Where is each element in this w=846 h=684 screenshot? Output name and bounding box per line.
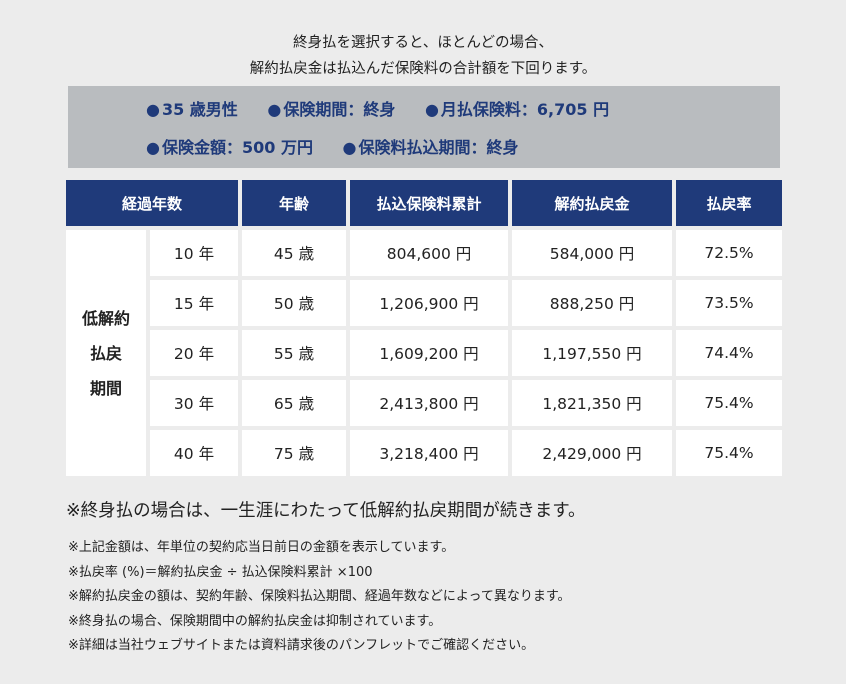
cell-years: 40 年 [150, 430, 238, 476]
intro-line-1: 終身払を選択すると、ほとんどの場合、 [293, 35, 553, 51]
header-years: 経過年数 [66, 180, 238, 226]
header-paid-total: 払込保険料累計 [350, 180, 508, 226]
cell-paid: 804,600 円 [350, 230, 508, 276]
note-item: ※上記金額は、年単位の契約応当日前日の金額を表示しています。 [68, 540, 455, 555]
note-item: ※詳細は当社ウェブサイトまたは資料請求後のパンフレットでご確認ください。 [68, 638, 535, 653]
side-label-line: 払戻 [89, 343, 122, 363]
footnote-main: ※終身払の場合は、一生涯にわたって低解約払戻期間が続きます。 [66, 501, 586, 521]
cell-refund: 1,197,550 円 [512, 330, 672, 376]
side-label-line: 低解約 [81, 308, 130, 328]
bullet-icon: ● [146, 138, 160, 157]
cell-age: 45 歳 [242, 230, 346, 276]
cell-refund: 584,000 円 [512, 230, 672, 276]
note-item: ※解約払戻金の額は、契約年齢、保険料払込期間、経過年数などによって異なります。 [68, 589, 571, 604]
header-rate: 払戻率 [676, 180, 782, 226]
condition-item: ● 保険金額：500 万円 [146, 138, 313, 157]
cell-years: 15 年 [150, 280, 238, 326]
cell-rate: 75.4% [676, 380, 782, 426]
notes-list: ※上記金額は、年単位の契約応当日前日の金額を表示しています。 ※払戻率 (%)＝… [68, 536, 571, 659]
cell-rate: 73.5% [676, 280, 782, 326]
bullet-icon: ● [267, 100, 282, 119]
cell-paid: 1,609,200 円 [350, 330, 508, 376]
cell-years: 30 年 [150, 380, 238, 426]
cell-rate: 72.5% [676, 230, 782, 276]
header-refund: 解約払戻金 [512, 180, 672, 226]
condition-item: ● 保険期間：終身 [267, 100, 396, 119]
cell-refund: 2,429,000 円 [512, 430, 672, 476]
cell-rate: 74.4% [676, 330, 782, 376]
conditions-row-2: ● 保険金額：500 万円 ● 保険料払込期間：終身 [146, 134, 543, 158]
note-item: ※終身払の場合、保険期間中の解約払戻金は抑制されています。 [68, 613, 442, 629]
header-age: 年齢 [242, 180, 346, 226]
condition-item: ● 35 歳男性 [146, 100, 238, 119]
cell-age: 65 歳 [242, 380, 346, 426]
bullet-icon: ● [146, 100, 160, 119]
cell-paid: 3,218,400 円 [350, 430, 508, 476]
note-item: ※払戻率 (%)＝解約払戻金 ÷ 払込保険料累計 ×100 [68, 564, 373, 580]
cell-paid: 2,413,800 円 [350, 380, 508, 426]
condition-item: ● 月払保険料：6,705 円 [424, 100, 610, 119]
cell-age: 50 歳 [242, 280, 346, 326]
bullet-icon: ● [424, 100, 439, 119]
side-label-line: 期間 [89, 378, 122, 398]
intro-text: 終身払を選択すると、ほとんどの場合、 解約払戻金は払込んだ保険料の合計額を下回り… [0, 30, 846, 82]
cell-age: 55 歳 [242, 330, 346, 376]
conditions-row-1: ● 35 歳男性 ● 保険期間：終身 ● 月払保険料：6,705 円 [146, 96, 633, 120]
intro-line-2: 解約払戻金は払込んだ保険料の合計額を下回ります。 [249, 61, 597, 77]
cell-paid: 1,206,900 円 [350, 280, 508, 326]
low-refund-period-label: 低解約 払戻 期間 [66, 230, 146, 476]
conditions-box: ● 35 歳男性 ● 保険期間：終身 ● 月払保険料：6,705 円 ● 保険金額：50… [68, 86, 780, 168]
cell-refund: 888,250 円 [512, 280, 672, 326]
cell-refund: 1,821,350 円 [512, 380, 672, 426]
cell-rate: 75.4% [676, 430, 782, 476]
bullet-icon: ● [342, 138, 357, 157]
condition-item: ● 保険料払込期間：終身 [342, 138, 519, 157]
cell-years: 20 年 [150, 330, 238, 376]
cell-years: 10 年 [150, 230, 238, 276]
cell-age: 75 歳 [242, 430, 346, 476]
